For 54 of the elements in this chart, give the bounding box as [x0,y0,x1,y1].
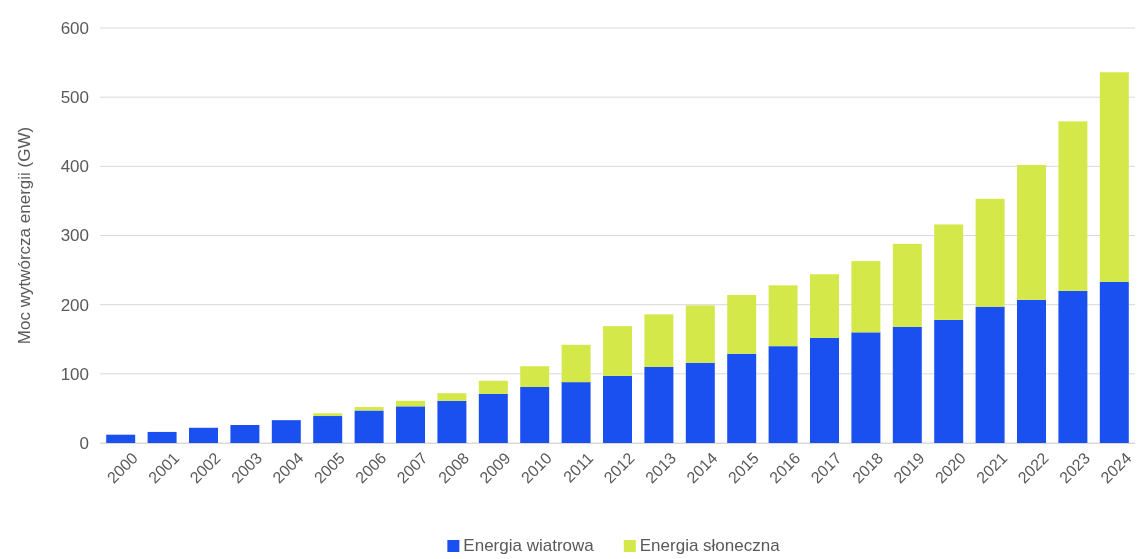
bar [727,353,757,443]
bar [685,362,715,443]
bar [520,386,550,443]
bar [934,224,964,320]
y-tick-label: 400 [60,157,89,177]
bar [396,406,425,443]
bar [313,413,343,417]
bar [1099,72,1129,282]
y-tick-label: 200 [60,295,89,315]
y-axis-title: Moc wytwórcza energii (GW) [15,126,34,345]
bar [478,380,508,394]
bar [520,366,550,387]
bar [603,375,632,443]
bar [396,400,425,407]
bar [147,431,177,443]
bar [478,393,508,443]
legend-label: Energia słoneczna [639,536,781,555]
bar [975,306,1005,443]
bar [1099,281,1129,443]
bar [934,319,964,443]
y-tick-label: 500 [60,88,89,108]
bar [892,243,922,327]
bar [313,416,343,443]
y-tick-label: 600 [60,18,89,38]
bar [727,294,757,354]
bar [851,332,881,443]
bar [603,326,632,376]
bar [106,434,136,443]
bar [810,274,839,338]
bar [189,427,218,443]
bar [561,344,591,383]
bar [1017,164,1046,300]
bar [1058,290,1088,443]
y-tick-label: 100 [60,364,89,384]
bar [644,366,674,443]
bar [354,410,384,443]
bar [644,314,674,367]
bar [1017,299,1046,443]
bar [851,261,881,333]
bar [768,346,798,443]
legend-label: Energia wiatrowa [463,536,595,555]
bar [437,400,467,443]
bar [230,425,260,443]
bar [810,337,839,443]
bar [768,285,798,347]
bar [271,420,301,443]
bar [685,305,715,363]
bar [892,326,922,443]
y-tick-label: 0 [79,433,89,453]
bar [437,393,467,401]
y-tick-label: 300 [60,226,89,246]
bar [561,382,591,443]
bar [975,198,1005,307]
bar [1058,121,1088,291]
